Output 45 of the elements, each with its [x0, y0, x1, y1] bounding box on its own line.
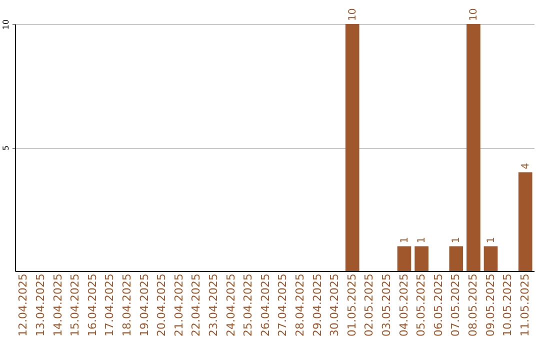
x-tick-label: 05.05.2025	[414, 274, 428, 336]
x-tick-label: 18.04.2025	[120, 274, 134, 336]
x-tick-label: 19.04.2025	[138, 274, 151, 336]
data-label: 10	[468, 8, 480, 21]
bar	[449, 246, 464, 271]
x-tick-label: 10.05.2025	[501, 274, 514, 336]
data-label: 10	[347, 8, 358, 21]
x-tick-label: 13.04.2025	[34, 274, 47, 336]
x-tick-label: 29.04.2025	[310, 274, 324, 336]
x-tick-label: 26.04.2025	[258, 274, 272, 336]
data-label: 1	[486, 236, 497, 244]
x-tick-label: 04.05.2025	[397, 274, 410, 336]
x-tick-label: 01.05.2025	[345, 274, 358, 336]
x-tick-label: 06.05.2025	[432, 274, 445, 336]
x-tick-label: 02.05.2025	[362, 274, 376, 336]
data-label: 1	[416, 236, 428, 244]
x-tick-label: 14.04.2025	[51, 274, 64, 336]
x-tick-label: 27.04.2025	[276, 274, 290, 336]
data-label: 4	[520, 162, 532, 170]
bar	[414, 246, 428, 271]
x-tick-label: 20.04.2025	[155, 274, 168, 336]
x-tick-label: 17.04.2025	[103, 274, 116, 336]
y-tick-label: 5	[2, 145, 10, 151]
x-tick-label: 08.05.2025	[466, 274, 480, 336]
x-tick-label: 15.04.2025	[68, 274, 82, 336]
x-tick-label: 11.05.2025	[518, 274, 532, 336]
bar	[466, 24, 480, 271]
x-tick-label: 25.04.2025	[242, 274, 255, 336]
bar	[484, 246, 498, 271]
bar	[397, 246, 412, 271]
x-tick-label: 24.04.2025	[224, 274, 238, 336]
x-tick-label: 30.04.2025	[328, 274, 342, 336]
x-tick-label: 22.04.2025	[190, 274, 203, 336]
bar	[345, 24, 360, 271]
x-tick-label: 12.04.2025	[16, 274, 30, 336]
x-tick-label: 09.05.2025	[484, 274, 497, 336]
x-tick-label: 07.05.2025	[449, 274, 462, 336]
x-tick-label: 21.04.2025	[172, 274, 186, 336]
x-tick-label: 23.04.2025	[206, 274, 220, 336]
data-label: 1	[451, 236, 462, 244]
x-tick-label: 28.04.2025	[293, 274, 306, 336]
bar	[518, 172, 532, 271]
data-label: 1	[399, 236, 410, 244]
x-tick-label: 16.04.2025	[86, 274, 99, 336]
x-tick-label: 03.05.2025	[380, 274, 393, 336]
